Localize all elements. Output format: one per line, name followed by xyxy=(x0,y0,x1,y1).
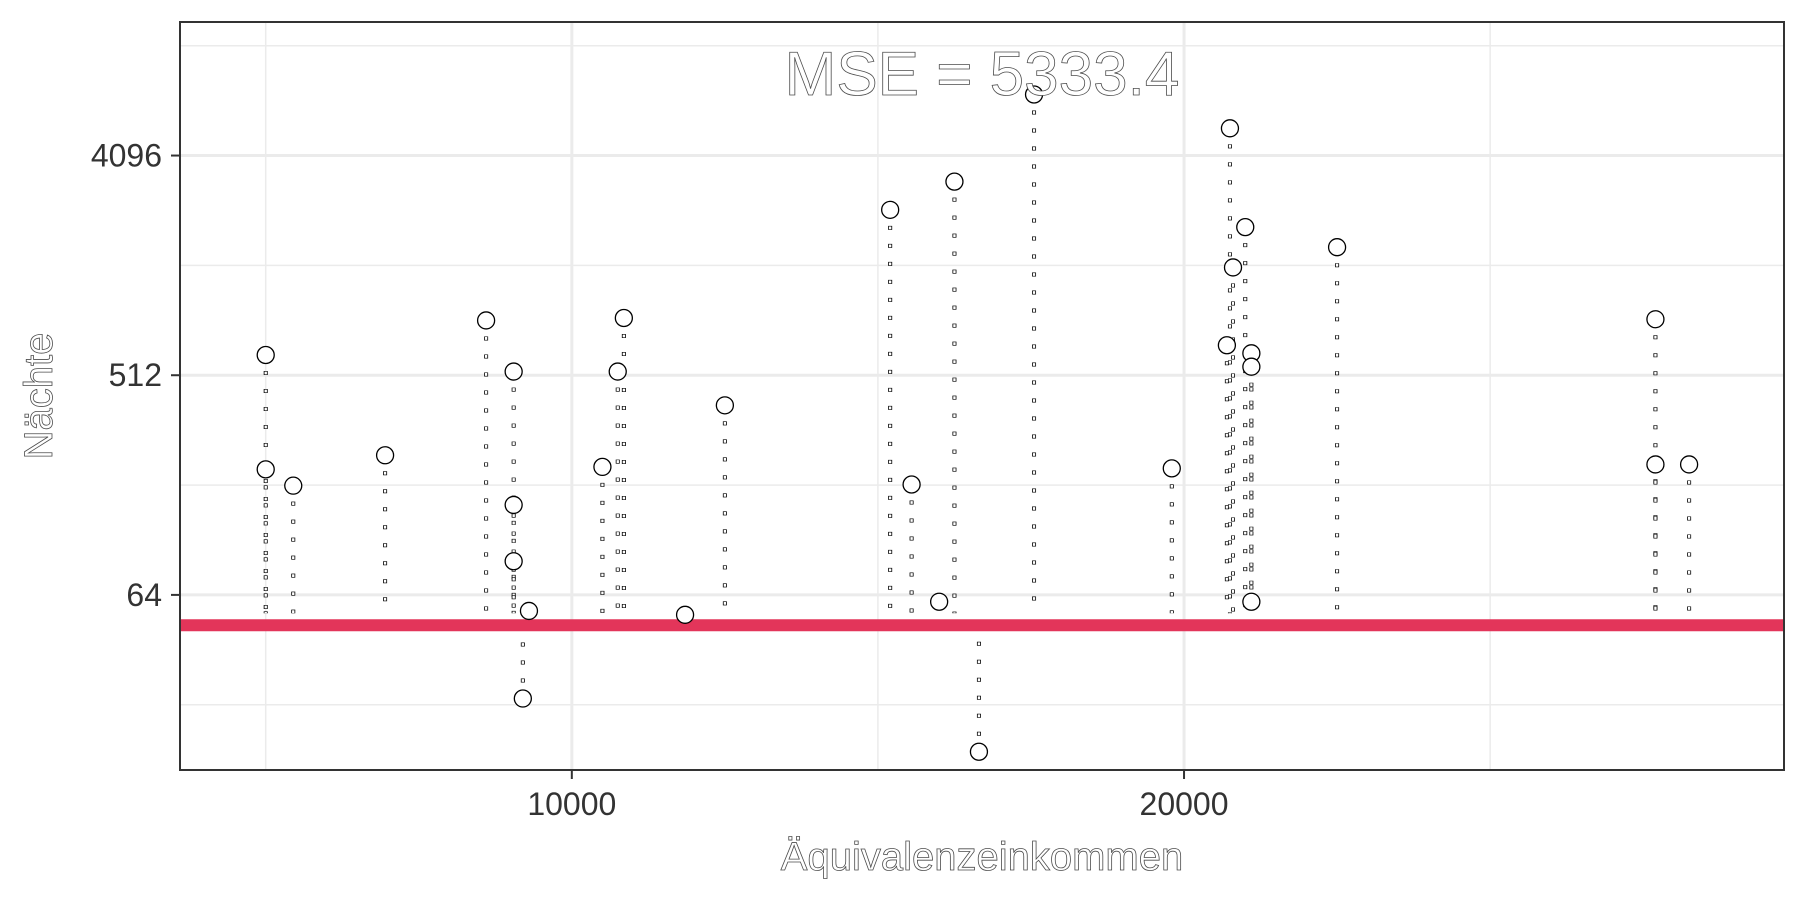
data-point xyxy=(675,605,695,624)
y-tick-label: 512 xyxy=(109,357,162,393)
data-point xyxy=(519,601,539,621)
panel-border xyxy=(179,21,1785,771)
x-tick-label: 20000 xyxy=(1140,786,1229,822)
y-tick-label: 4096 xyxy=(91,138,162,174)
data-point xyxy=(1242,357,1261,376)
data-point xyxy=(1220,119,1240,138)
data-point xyxy=(1242,592,1261,611)
x-tick-label: 10000 xyxy=(527,786,616,822)
data-point xyxy=(504,495,523,515)
chart-title: MSE = 5333.4 xyxy=(785,40,1180,109)
y-tick-label: 64 xyxy=(126,577,162,613)
data-point xyxy=(504,362,523,381)
data-point xyxy=(1217,336,1237,355)
data-point xyxy=(513,689,532,708)
data-point xyxy=(1236,217,1255,237)
data-point xyxy=(284,476,303,495)
data-point xyxy=(1646,310,1665,329)
axis-layer: 10000 20000 64 512 4096 xyxy=(91,138,1229,822)
y-axis-label: Nächte xyxy=(17,333,61,460)
data-point xyxy=(881,200,900,219)
data-point xyxy=(969,742,989,761)
data-point xyxy=(1646,455,1665,474)
data-point xyxy=(1024,85,1044,104)
data-point xyxy=(614,308,634,328)
data-point xyxy=(256,345,275,365)
data-point xyxy=(945,172,964,191)
data-point xyxy=(1679,455,1699,474)
x-axis-label: Äquivalenzeinkommen xyxy=(781,835,1183,879)
data-point xyxy=(504,552,523,571)
stems-layer xyxy=(263,110,1692,736)
data-point xyxy=(715,396,735,415)
plot-panel xyxy=(180,22,1784,770)
data-point xyxy=(1223,258,1243,277)
data-point xyxy=(476,311,496,330)
data-point xyxy=(1162,459,1181,478)
data-point xyxy=(929,592,949,611)
data-point xyxy=(902,475,921,494)
points-layer xyxy=(256,85,1699,761)
data-point xyxy=(256,460,275,479)
data-point xyxy=(1327,238,1347,257)
data-point xyxy=(375,446,395,465)
data-point xyxy=(593,457,612,477)
data-point xyxy=(608,362,627,381)
grid-layer xyxy=(180,22,1784,770)
